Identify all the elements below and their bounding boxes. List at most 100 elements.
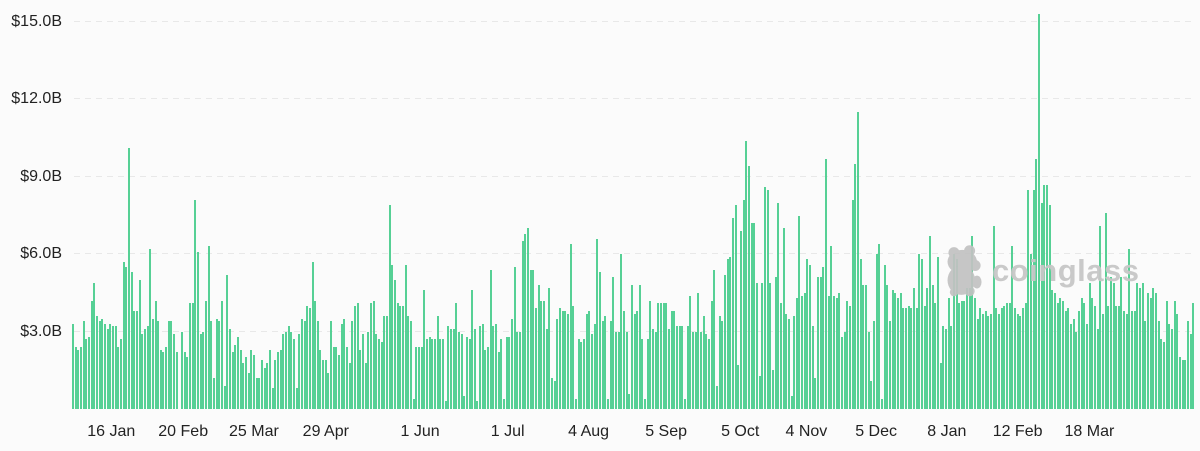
volume-bar[interactable]: [370, 303, 373, 409]
volume-bar[interactable]: [902, 308, 905, 409]
volume-bar[interactable]: [276, 352, 279, 409]
volume-bar[interactable]: [74, 347, 77, 409]
volume-bar[interactable]: [455, 303, 458, 409]
volume-bar[interactable]: [404, 264, 407, 409]
volume-bar[interactable]: [835, 298, 838, 409]
volume-bar[interactable]: [774, 277, 777, 409]
volume-bar[interactable]: [862, 285, 865, 409]
volume-bar[interactable]: [460, 334, 463, 409]
volume-bar[interactable]: [713, 269, 716, 409]
volume-bar[interactable]: [77, 349, 80, 409]
volume-bar[interactable]: [484, 349, 487, 409]
volume-bar[interactable]: [1152, 287, 1155, 409]
volume-bar[interactable]: [1163, 341, 1166, 409]
volume-bar[interactable]: [1048, 205, 1051, 409]
volume-bar[interactable]: [1006, 303, 1009, 409]
volume-bar[interactable]: [335, 347, 338, 409]
volume-bar[interactable]: [838, 292, 841, 409]
volume-bar[interactable]: [992, 225, 995, 409]
volume-bar[interactable]: [452, 329, 455, 409]
volume-bar[interactable]: [351, 321, 354, 409]
volume-bar[interactable]: [942, 326, 945, 409]
volume-bar[interactable]: [111, 326, 114, 409]
volume-bar[interactable]: [1104, 212, 1107, 409]
volume-bar[interactable]: [532, 269, 535, 409]
volume-bar[interactable]: [396, 303, 399, 409]
volume-bar[interactable]: [580, 341, 583, 409]
volume-bar[interactable]: [734, 205, 737, 409]
volume-bar[interactable]: [920, 259, 923, 409]
volume-bar[interactable]: [814, 378, 817, 409]
volume-bar[interactable]: [476, 401, 479, 409]
volume-bar[interactable]: [101, 318, 104, 409]
volume-bar[interactable]: [638, 285, 641, 409]
volume-bar[interactable]: [87, 336, 90, 409]
volume-bar[interactable]: [859, 259, 862, 409]
volume-bar[interactable]: [1075, 331, 1078, 409]
volume-bar[interactable]: [133, 310, 136, 409]
volume-bar[interactable]: [785, 313, 788, 409]
volume-bar[interactable]: [612, 277, 615, 409]
volume-bar[interactable]: [982, 313, 985, 409]
volume-bar[interactable]: [1088, 282, 1091, 409]
volume-bar[interactable]: [718, 316, 721, 409]
volume-bar[interactable]: [883, 264, 886, 409]
volume-bar[interactable]: [551, 378, 553, 409]
volume-bar[interactable]: [944, 329, 947, 409]
volume-bar[interactable]: [415, 347, 418, 409]
volume-bar[interactable]: [966, 287, 969, 409]
volume-bar[interactable]: [93, 282, 96, 409]
volume-bar[interactable]: [700, 331, 703, 409]
volume-bar[interactable]: [809, 264, 812, 409]
volume-bar[interactable]: [303, 321, 306, 409]
volume-bar[interactable]: [987, 316, 990, 409]
volume-bar[interactable]: [271, 388, 274, 409]
volume-bar[interactable]: [274, 360, 277, 409]
volume-bar[interactable]: [979, 308, 982, 409]
volume-bar[interactable]: [391, 264, 394, 409]
volume-bar[interactable]: [332, 347, 335, 409]
volume-bar[interactable]: [260, 360, 263, 409]
volume-bar[interactable]: [1179, 357, 1182, 409]
volume-bar[interactable]: [1123, 310, 1126, 409]
volume-bar[interactable]: [1003, 305, 1006, 409]
volume-bar[interactable]: [1000, 308, 1003, 409]
volume-bar[interactable]: [386, 316, 388, 409]
volume-bar[interactable]: [1067, 308, 1070, 409]
volume-bar[interactable]: [841, 336, 844, 409]
volume-bar[interactable]: [1051, 290, 1054, 409]
volume-bar[interactable]: [822, 267, 825, 409]
volume-bar[interactable]: [652, 329, 655, 409]
volume-bar[interactable]: [359, 349, 362, 409]
volume-bar[interactable]: [904, 308, 907, 409]
volume-bar[interactable]: [330, 321, 333, 409]
volume-bar[interactable]: [127, 148, 130, 409]
volume-bar[interactable]: [505, 336, 508, 409]
volume-bar[interactable]: [295, 388, 298, 409]
volume-bar[interactable]: [721, 321, 724, 409]
volume-bar[interactable]: [447, 326, 450, 409]
volume-bar[interactable]: [915, 308, 918, 409]
volume-bar[interactable]: [1043, 184, 1046, 409]
volume-bar[interactable]: [407, 316, 410, 409]
volume-bar[interactable]: [763, 187, 766, 409]
volume-bar[interactable]: [114, 326, 117, 409]
volume-bar[interactable]: [947, 298, 950, 409]
volume-bar[interactable]: [420, 347, 423, 409]
volume-bar[interactable]: [481, 323, 484, 409]
volume-bar[interactable]: [79, 347, 82, 409]
volume-bar[interactable]: [918, 254, 921, 409]
volume-bar[interactable]: [644, 398, 647, 409]
volume-bar[interactable]: [324, 360, 327, 409]
volume-bar[interactable]: [660, 303, 663, 409]
volume-bar[interactable]: [135, 310, 138, 409]
volume-bar[interactable]: [292, 339, 295, 409]
volume-bar[interactable]: [1056, 303, 1059, 409]
volume-bar[interactable]: [527, 228, 530, 409]
volume-bar[interactable]: [976, 318, 979, 409]
volume-bar[interactable]: [960, 300, 963, 409]
volume-bar[interactable]: [197, 251, 200, 409]
volume-bar[interactable]: [207, 246, 210, 409]
volume-bar[interactable]: [1099, 225, 1102, 409]
volume-bar[interactable]: [122, 261, 125, 409]
